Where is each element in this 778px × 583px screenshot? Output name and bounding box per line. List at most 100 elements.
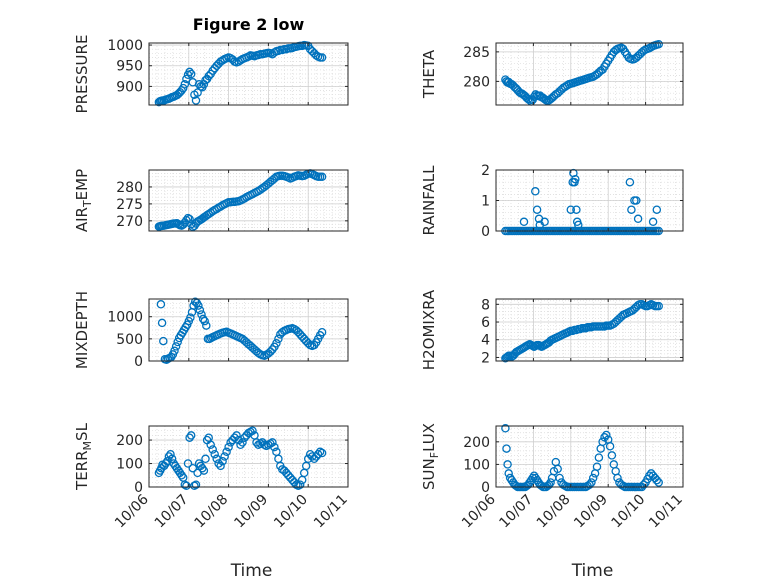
major-grid [495,169,684,232]
data-point [186,313,195,322]
data-point [208,445,217,454]
axes-box [148,298,349,362]
y-tick-label: 100 [116,457,143,473]
data-point [191,96,201,105]
y-tick-label: 0 [134,354,143,370]
y-tick-label: 285 [463,45,490,61]
x-tick-label: 10/10 [271,492,311,532]
data-point [156,300,166,309]
data-point [544,480,554,489]
data-point [546,478,555,487]
data-point [317,327,327,337]
data-point [238,438,247,447]
data-point [519,217,529,227]
data-point [224,442,233,452]
data-point [654,478,663,487]
data-point [531,187,540,196]
y-axis-label: PRESSURE [73,35,91,114]
x-tick-label: 10/06 [459,491,499,531]
subplot-rainfall: 0 1 2 RAINFALL [420,163,684,240]
data-point [200,316,209,326]
y-tick-label: 1000 [107,310,143,326]
data-point [232,431,241,440]
y-tick-label: 8 [481,297,490,313]
series-markers [501,424,663,492]
data-point [159,336,168,346]
data-point [178,83,188,93]
x-tick-label: 10/07 [496,492,536,532]
y-axis-label: SUNFLUX [420,423,441,490]
data-point [317,448,327,458]
y-tick-label: 0 [481,480,490,496]
data-point [648,217,658,227]
axes-box [495,42,684,106]
data-point [201,454,210,464]
data-point [639,480,648,489]
data-point [202,321,211,330]
data-point [587,478,596,487]
y-axis-label: H2OMIXRA [420,289,438,370]
x-tick-label: 10/09 [571,492,611,532]
data-point [191,480,201,489]
y-tick-label: 900 [116,79,143,95]
data-point [220,452,229,461]
data-point [645,471,654,480]
data-point [502,444,511,453]
y-tick-label: 950 [116,59,143,75]
data-point [585,480,594,489]
x-axis-label: Time [230,561,273,581]
subplot-mixdepth: 0 500 1000 MIXDEPTH [73,291,349,370]
data-point [183,459,193,468]
data-point [572,205,581,214]
x-tick-label: 10/11 [311,492,351,532]
y-tick-label: 270 [116,214,143,230]
y-tick-label: 280 [463,74,490,90]
y-axis-label: TERRMSL [73,422,94,491]
data-point [295,480,305,489]
data-point [167,454,177,464]
data-point [632,196,641,205]
data-point [236,440,245,450]
y-tick-label: 1 [481,194,490,210]
data-point [197,310,206,319]
x-axis-label: Time [571,561,614,581]
data-point [532,205,542,214]
data-point [633,214,643,224]
data-point [598,437,607,447]
data-point [166,449,175,459]
data-point [613,473,622,483]
axes-box [495,425,684,488]
data-point [185,214,194,224]
axes-box [148,425,349,488]
data-point [185,67,194,77]
y-tick-label: 1000 [107,38,143,54]
data-point [652,475,662,485]
data-point [307,47,317,56]
y-tick-label: 200 [463,435,490,451]
data-point [177,471,186,480]
data-point [503,460,512,469]
y-tick-label: 275 [116,197,143,213]
data-point [654,39,663,49]
data-point [171,342,181,351]
data-point [299,468,309,478]
data-point [157,318,167,328]
y-tick-label: 6 [481,315,490,331]
y-tick-label: 0 [134,480,143,496]
x-tick-label: 10/07 [152,492,192,532]
subplot-sun-flux: 0 100 200 SUNFLUX 10/0610/0710/0810/0910/101… [420,423,686,581]
data-point [194,301,203,310]
y-axis-label: MIXDEPTH [73,291,91,369]
data-point [218,456,227,466]
data-point [190,481,199,491]
data-point [596,444,605,453]
axes-box [148,169,349,232]
data-point [625,177,635,187]
series-markers [154,169,327,232]
y-tick-label: 500 [116,332,143,348]
x-tick-label: 10/08 [534,492,574,532]
data-point [270,442,279,452]
data-point [222,447,231,457]
